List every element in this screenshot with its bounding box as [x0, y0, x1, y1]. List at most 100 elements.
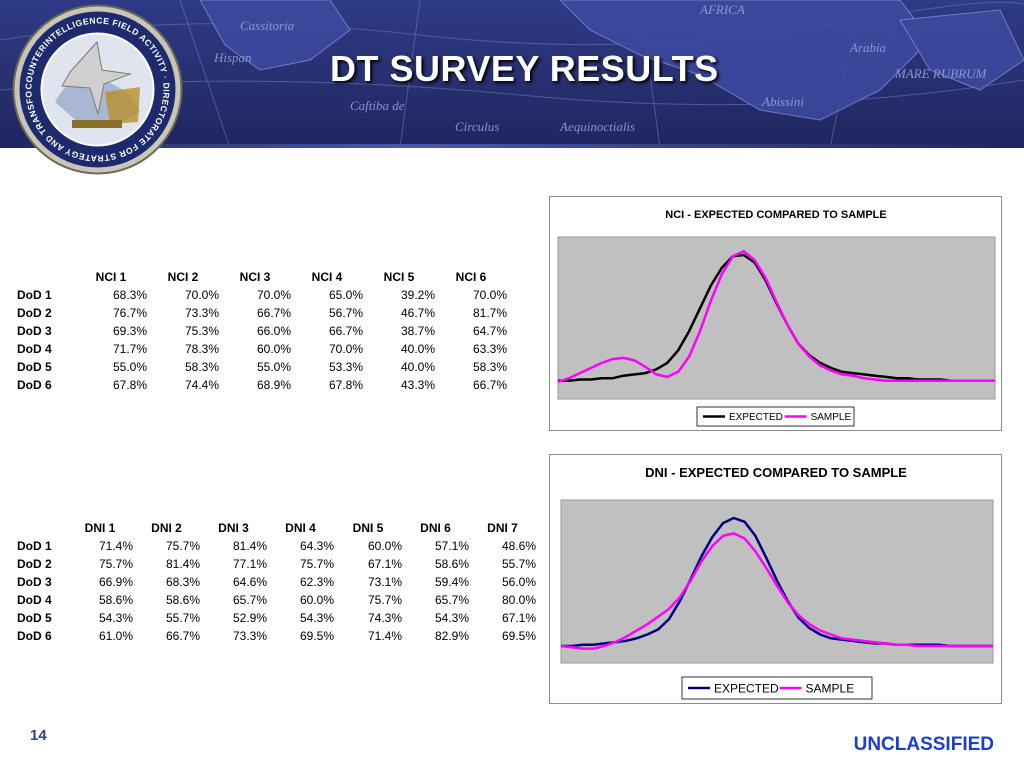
table-cell: 80.0% [501, 593, 536, 607]
chart-legend [681, 676, 873, 700]
column-header: DNI 2 [151, 521, 182, 535]
row-label: DoD 1 [17, 539, 52, 553]
table-row: DoD 2 76.7% 73.3% 66.7% 56.7% 46.7% 81.7% [17, 304, 507, 322]
table-cell: 67.8% [112, 378, 147, 392]
map-label: Abissini [761, 94, 804, 109]
table-cell: 40.0% [400, 360, 435, 374]
table-cell: 58.3% [472, 360, 507, 374]
table-cell: 60.0% [299, 593, 334, 607]
table-cell: 74.3% [367, 611, 402, 625]
row-label: DoD 5 [17, 360, 52, 374]
plot-area [557, 236, 996, 400]
table-cell: 70.0% [256, 288, 291, 302]
table-cell: 73.3% [184, 306, 219, 320]
table-cell: 55.0% [112, 360, 147, 374]
table-cell: 73.3% [232, 629, 267, 643]
table-cell: 52.9% [232, 611, 267, 625]
map-label: Circulus [455, 119, 499, 134]
table-row: DoD 3 66.9% 68.3% 64.6% 62.3% 73.1% 59.4% 56.0% [17, 573, 536, 591]
map-label: Arabia [849, 40, 887, 55]
column-header: NCI 3 [239, 270, 271, 284]
table-cell: 81.7% [472, 306, 507, 320]
table-cell: 81.4% [165, 557, 200, 571]
dni-chart-svg: DNI - EXPECTED COMPARED TO SAMPLE EXPECTE… [560, 465, 994, 700]
dni-chart: DNI - EXPECTED COMPARED TO SAMPLE EXPECTE… [549, 454, 1002, 704]
table-cell: 75.7% [299, 557, 334, 571]
table-cell: 54.3% [434, 611, 469, 625]
table-cell: 76.7% [112, 306, 147, 320]
row-label: DoD 2 [17, 557, 52, 571]
table-cell: 66.7% [256, 306, 291, 320]
legend-label: SAMPLE [806, 681, 855, 695]
table-cell: 57.1% [434, 539, 469, 553]
table-cell: 56.0% [501, 575, 536, 589]
table-cell: 69.5% [299, 629, 334, 643]
table-cell: 56.7% [328, 306, 363, 320]
table-row: DoD 2 75.7% 81.4% 77.1% 75.7% 67.1% 58.6% 55.7% [17, 555, 536, 573]
table-row: DoD 5 55.0% 58.3% 55.0% 53.3% 40.0% 58.3% [17, 358, 507, 376]
table-cell: 64.3% [299, 539, 334, 553]
table-cell: 60.0% [367, 539, 402, 553]
row-label: DoD 2 [17, 306, 52, 320]
series-line-sample [557, 249, 995, 384]
column-header: DNI 7 [487, 521, 518, 535]
table-cell: 61.0% [98, 629, 133, 643]
table-cell: 46.7% [400, 306, 435, 320]
table-row: DoD 1 68.3% 70.0% 70.0% 65.0% 39.2% 70.0% [17, 286, 507, 304]
column-header: NCI 4 [311, 270, 343, 284]
legend-label: EXPECTED [729, 412, 783, 423]
table-cell: 78.3% [184, 342, 219, 356]
classification-marking: UNCLASSIFIED [853, 734, 994, 755]
chart-legend [696, 406, 855, 427]
table-cell: 64.7% [472, 324, 507, 338]
nci-results-table: NCI 1 NCI 2 NCI 3 NCI 4 NCI 5 NCI 6 DoD … [17, 268, 507, 394]
table-cell: 70.0% [184, 288, 219, 302]
table-cell: 69.3% [112, 324, 147, 338]
row-label: DoD 5 [17, 611, 52, 625]
table-cell: 71.7% [112, 342, 147, 356]
table-cell: 48.6% [501, 539, 536, 553]
table-row: DoD 1 71.4% 75.7% 81.4% 64.3% 60.0% 57.1% 48.6% [17, 537, 536, 555]
table-cell: 55.0% [256, 360, 291, 374]
chart-title: DNI - EXPECTED COMPARED TO SAMPLE [645, 465, 907, 480]
table-cell: 73.1% [367, 575, 402, 589]
nci-chart-svg: NCI - EXPECTED COMPARED TO SAMPLE EXPECTE… [557, 209, 996, 427]
banner-divider [0, 144, 1024, 148]
table-cell: 54.3% [98, 611, 133, 625]
row-label: DoD 6 [17, 629, 52, 643]
table-row: DoD 6 61.0% 66.7% 73.3% 69.5% 71.4% 82.9% 69.5% [17, 627, 536, 645]
column-header: DNI 3 [218, 521, 249, 535]
row-label: DoD 3 [17, 575, 52, 589]
column-header: NCI 2 [167, 270, 199, 284]
table-cell: 64.6% [232, 575, 267, 589]
table-cell: 68.9% [256, 378, 291, 392]
table-cell: 62.3% [299, 575, 334, 589]
chart-title: NCI - EXPECTED COMPARED TO SAMPLE [665, 209, 886, 221]
table-cell: 66.0% [256, 324, 291, 338]
row-label: DoD 4 [17, 593, 52, 607]
table-cell: 58.3% [184, 360, 219, 374]
table-cell: 71.4% [98, 539, 133, 553]
table-header-row: DNI 1 DNI 2 DNI 3 DNI 4 DNI 5 DNI 6 DNI … [17, 519, 536, 537]
map-label: Aequinoctialis [559, 119, 635, 134]
world-map-background: AFRICA Arabia MARE RUBRUM Hispan Cassito… [0, 0, 1024, 148]
table-cell: 55.7% [165, 611, 200, 625]
row-label: DoD 4 [17, 342, 52, 356]
legend-label: SAMPLE [811, 412, 852, 423]
table-cell: 65.0% [328, 288, 363, 302]
table-cell: 70.0% [472, 288, 507, 302]
table-cell: 75.7% [165, 539, 200, 553]
table-cell: 58.6% [98, 593, 133, 607]
column-header: NCI 6 [455, 270, 487, 284]
column-header: DNI 5 [352, 521, 384, 535]
map-label: Cassitoria [240, 18, 295, 33]
column-header: NCI 5 [383, 270, 415, 284]
table-cell: 67.1% [501, 611, 536, 625]
table-cell: 65.7% [232, 593, 267, 607]
legend-label: EXPECTED [714, 681, 779, 695]
table-cell: 39.2% [400, 288, 435, 302]
page-title: DT SURVEY RESULTS [330, 48, 719, 89]
table-cell: 66.7% [472, 378, 507, 392]
table-cell: 70.0% [328, 342, 363, 356]
table-header-row: NCI 1 NCI 2 NCI 3 NCI 4 NCI 5 NCI 6 [17, 268, 507, 286]
